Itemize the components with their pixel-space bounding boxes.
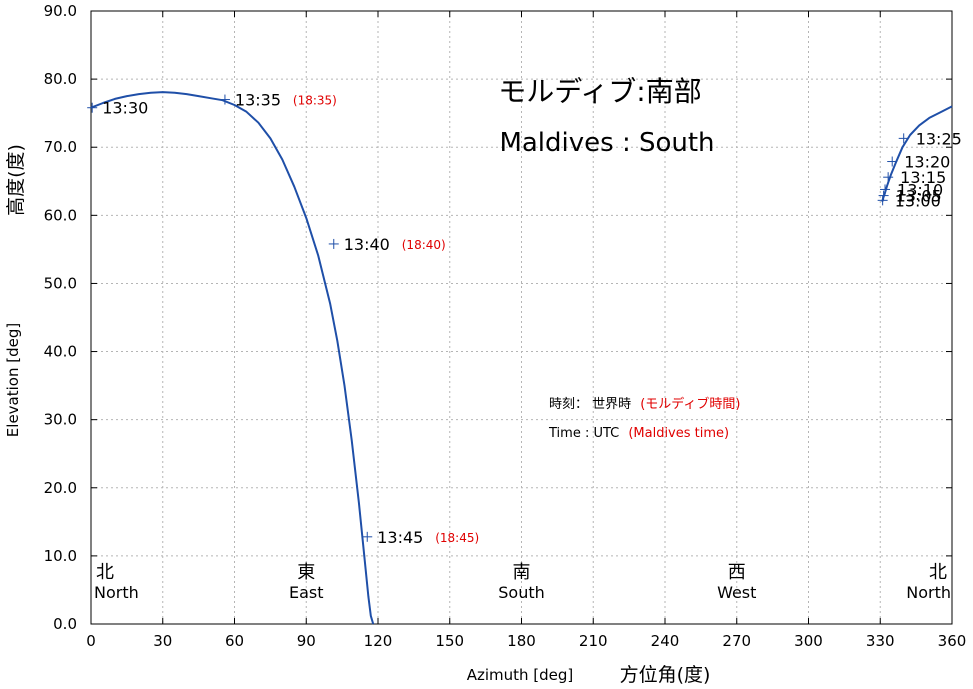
legend-line-2: Time : UTC (Maldives time): [548, 422, 729, 441]
time-label: 13:10: [897, 180, 943, 199]
x-tick-label: 60: [225, 632, 244, 650]
x-axis-label-jp: 方位角(度): [620, 664, 711, 686]
x-tick-label: 30: [153, 632, 172, 650]
y-tick-label: 50.0: [44, 274, 77, 292]
elevation-path-line: [881, 105, 953, 202]
legend-local-jp: (モルディブ時間): [640, 396, 740, 412]
direction-label-jp: 西: [728, 562, 746, 583]
time-label: 13:15: [900, 168, 946, 187]
direction-label-en: North: [94, 583, 139, 602]
direction-label-jp: 南: [513, 562, 531, 583]
direction-label-jp: 東: [297, 562, 315, 583]
y-axis-ticks: 0.0 10.0 20.0 30.0 40.0 50.0 60.0 70.0 80.0 90.0: [44, 2, 952, 633]
x-axis-ticks: 0 30 60 90 120 150 180 210 240 270 300 330 360: [86, 11, 966, 650]
y-tick-label: 80.0: [44, 70, 77, 88]
series-lines: [90, 91, 953, 625]
x-tick-label: 150: [435, 632, 464, 650]
direction-label-en: North: [906, 583, 951, 602]
chart-subtitle: Maldives : South: [499, 128, 714, 158]
x-tick-label: 360: [938, 632, 967, 650]
y-axis-label-jp: 高度(度): [5, 144, 27, 216]
time-label: 13:05: [896, 187, 942, 206]
elevation-path-line: [90, 91, 375, 625]
x-tick-label: 210: [579, 632, 608, 650]
legend-line-1: 時刻： 世界時 (モルディブ時間): [549, 393, 740, 412]
y-axis-label: Elevation [deg]: [4, 323, 22, 437]
direction-label-jp: 北: [96, 562, 114, 583]
time-label: 13:00: [895, 191, 941, 210]
x-axis-label: Azimuth [deg]: [467, 666, 574, 684]
y-tick-label: 40.0: [44, 343, 77, 361]
y-tick-label: 60.0: [44, 206, 77, 224]
time-label: 13:40: [344, 235, 390, 254]
local-time-label: (18:35): [293, 94, 337, 108]
x-tick-label: 180: [507, 632, 536, 650]
chart-title: モルディブ:南部: [498, 75, 701, 108]
x-tick-label: 300: [794, 632, 823, 650]
y-tick-label: 30.0: [44, 411, 77, 429]
time-label: 13:35: [235, 91, 281, 110]
y-axis-label-jp-group: 高度(度): [5, 144, 27, 216]
x-tick-label: 120: [364, 632, 393, 650]
y-axis-label-group: Elevation [deg]: [4, 323, 22, 437]
direction-label-en: South: [498, 583, 545, 602]
time-label: 13:30: [102, 99, 148, 118]
legend-utc-en: Time : UTC: [548, 426, 619, 441]
time-label: 13:25: [916, 129, 962, 148]
y-tick-label: 70.0: [44, 138, 77, 156]
direction-label-en: East: [289, 583, 324, 602]
y-tick-label: 90.0: [44, 2, 77, 20]
x-tick-label: 270: [722, 632, 751, 650]
x-tick-label: 240: [651, 632, 680, 650]
time-label: 13:45: [377, 528, 423, 547]
y-tick-label: 20.0: [44, 479, 77, 497]
direction-label-en: West: [717, 583, 756, 602]
grid: [91, 11, 952, 624]
legend-utc-jp: 時刻： 世界時: [549, 397, 631, 412]
x-tick-label: 0: [86, 632, 96, 650]
local-time-label: (18:45): [435, 531, 479, 545]
y-tick-label: 0.0: [53, 615, 77, 633]
time-label: 13:20: [904, 153, 950, 172]
local-time-label: (18:40): [402, 238, 446, 252]
legend-local-en: (Maldives time): [628, 426, 729, 441]
direction-label-jp: 北: [929, 562, 947, 583]
x-tick-label: 330: [866, 632, 895, 650]
y-tick-label: 10.0: [44, 547, 77, 565]
x-tick-label: 90: [297, 632, 316, 650]
